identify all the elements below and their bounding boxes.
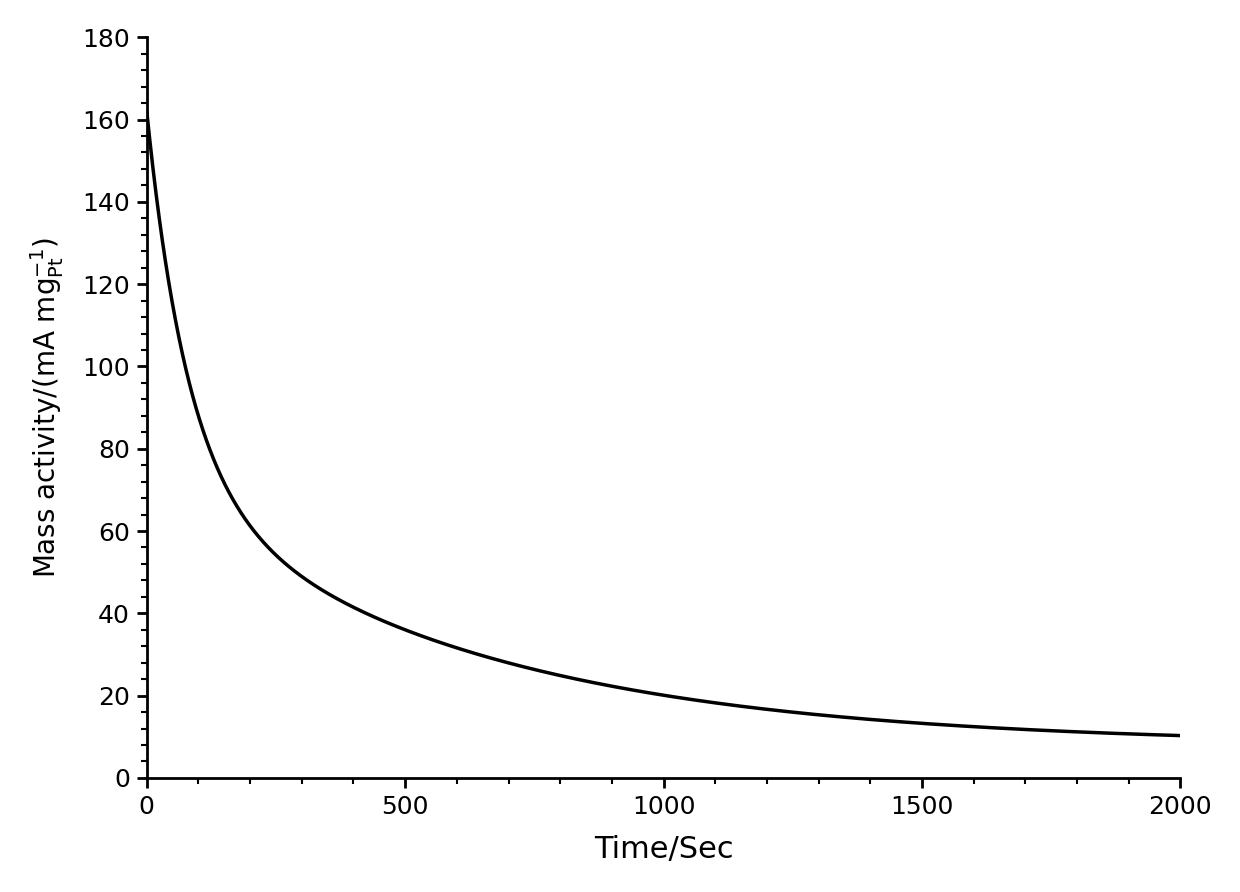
X-axis label: Time/Sec: Time/Sec: [594, 835, 733, 864]
Y-axis label: Mass activity/(mA mg$^{-1}_{\mathrm{Pt}}$): Mass activity/(mA mg$^{-1}_{\mathrm{Pt}}…: [27, 237, 66, 578]
